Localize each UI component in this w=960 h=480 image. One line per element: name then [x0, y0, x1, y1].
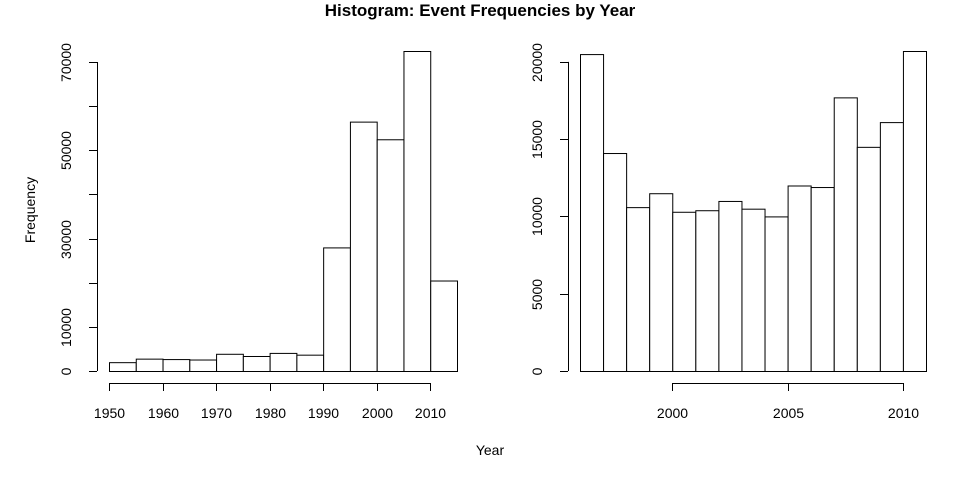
- histogram-bar: [323, 247, 351, 372]
- histogram-bar: [403, 51, 432, 372]
- histogram-bar: [764, 216, 789, 372]
- histogram-bar: [189, 359, 218, 373]
- histogram-bar: [109, 362, 137, 373]
- histogram-bar: [649, 193, 674, 372]
- histogram-bar: [902, 51, 928, 372]
- y-tick-label: 0: [529, 367, 545, 375]
- x-tick-label: 2000: [657, 405, 688, 421]
- histogram-bar: [833, 97, 858, 373]
- x-tick-label: 2000: [362, 405, 393, 421]
- y-tick-label: 20000: [529, 43, 545, 82]
- x-tick-label: 2010: [888, 405, 919, 421]
- histogram-bar: [162, 359, 191, 373]
- y-tick-label: 50000: [58, 131, 74, 170]
- histogram-panel-left: 1950 1960 1970 1980 1990 2000 2010 0 10000 30000 5…: [58, 43, 459, 421]
- x-tick-label: 1990: [308, 405, 339, 421]
- histogram-bar: [135, 358, 164, 373]
- histogram-bar: [376, 139, 405, 372]
- histogram-bar: [810, 187, 835, 372]
- x-tick-label: 2010: [415, 405, 446, 421]
- histogram-bar: [216, 353, 244, 372]
- histogram-bar: [856, 146, 881, 372]
- y-tick-label: 0: [58, 367, 74, 375]
- histogram-bar: [603, 153, 628, 372]
- histogram-bar: [580, 54, 605, 372]
- histogram-panel-right: 2000 2005 2010 0 5000 10000 15000 20000: [529, 43, 928, 421]
- x-tick-label: 1970: [201, 405, 232, 421]
- x-tick-label: 1980: [255, 405, 286, 421]
- y-tick-label: 10000: [58, 308, 74, 347]
- x-axis-label: Year: [475, 442, 505, 458]
- x-tick-label: 1960: [148, 405, 179, 421]
- histogram-bar: [672, 211, 697, 372]
- chart-title: Histogram: Event Frequencies by Year: [324, 1, 636, 20]
- y-tick-label: 15000: [529, 120, 545, 159]
- histogram-bar: [626, 207, 651, 372]
- histogram-bar: [695, 210, 720, 372]
- y-tick-label: 30000: [58, 220, 74, 259]
- histogram-bar: [787, 185, 812, 372]
- histogram-bar: [296, 354, 325, 373]
- y-tick-label: 10000: [529, 197, 545, 236]
- x-tick-label: 1950: [94, 405, 125, 421]
- histogram-bar: [269, 352, 298, 372]
- histogram-bar: [718, 200, 743, 372]
- y-tick-label: 5000: [529, 279, 545, 310]
- histogram-bar: [349, 121, 378, 372]
- x-tick-label: 2005: [773, 405, 804, 421]
- histogram-bar: [879, 122, 904, 372]
- histogram-bar: [741, 208, 766, 372]
- y-tick-label: 70000: [58, 43, 74, 82]
- histogram-bar: [242, 355, 271, 372]
- histogram-bar: [430, 280, 459, 372]
